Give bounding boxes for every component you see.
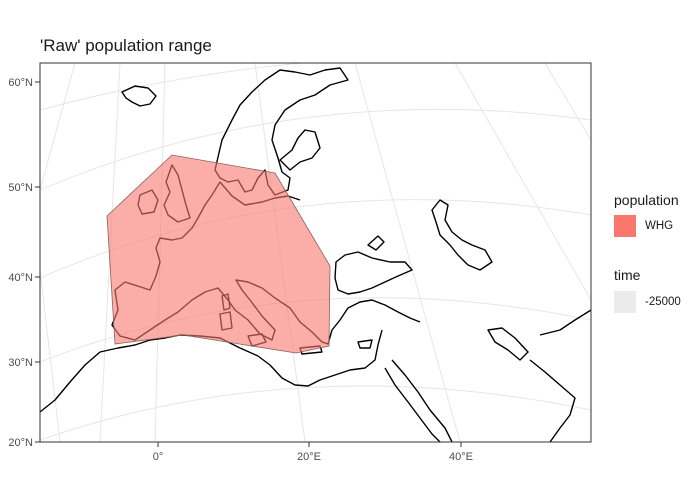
coast-iran (539, 309, 591, 336)
y-tick-label: 60°N (8, 77, 33, 89)
y-tick-label: 20°N (8, 437, 33, 449)
legend-title-population: population (614, 192, 679, 208)
legend-key-time (614, 291, 636, 313)
coast-persian-gulf (487, 327, 529, 361)
coast-azov (367, 235, 385, 251)
meridian-line (354, 63, 461, 442)
legend-title-time: time (614, 267, 641, 283)
x-tick-label: 40°E (449, 451, 473, 463)
y-tick-label: 50°N (8, 182, 33, 194)
y-axis: 60°N 50°N 40°N 30°N 20°N (8, 77, 40, 449)
coast-north-africa (40, 329, 383, 413)
coast-cyprus (357, 339, 373, 349)
parallel-line (40, 63, 308, 111)
parallel-line (40, 108, 591, 191)
coast-arabia-east (529, 359, 576, 442)
meridian-line (544, 63, 591, 141)
meridian-line (40, 63, 76, 191)
plot-title: 'Raw' population range (40, 36, 212, 55)
coast-arabia (391, 359, 453, 442)
coast-finland (279, 129, 321, 171)
x-axis: 0° 20°E 40°E (153, 442, 473, 463)
y-tick-label: 30°N (8, 357, 33, 369)
panel-border (39, 62, 592, 443)
population-range-polygon (106, 154, 331, 354)
legend-label-time: -25000 (645, 296, 681, 308)
coast-blacksea (334, 251, 413, 295)
legend-label-population: WHG (645, 220, 674, 232)
parallel-line (40, 385, 591, 441)
coast-caspian (431, 199, 493, 271)
x-tick-label: 0° (153, 451, 164, 463)
coast-iceland (121, 85, 157, 107)
meridian-line (40, 269, 61, 442)
coast-red-sea (384, 367, 441, 442)
x-tick-label: 20°E (297, 451, 321, 463)
y-tick-label: 40°N (8, 272, 33, 284)
meridian-line (454, 63, 591, 301)
legend-key-population (614, 215, 636, 237)
